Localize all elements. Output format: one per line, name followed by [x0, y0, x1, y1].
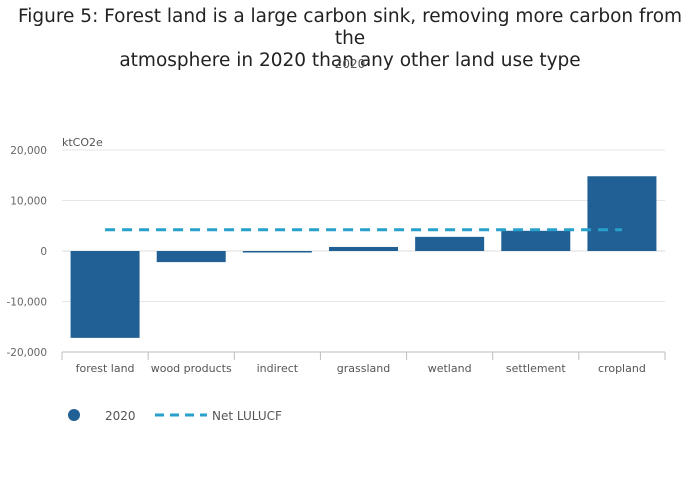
chart-title-line-1: Figure 5: Forest land is a large carbon …: [17, 6, 683, 49]
chart-subtitle: 2020: [334, 57, 366, 71]
y-tick-label: 10,000: [10, 196, 47, 208]
legend-2020-marker: [68, 409, 80, 421]
legend: 2020 Net LULUCF: [68, 409, 282, 423]
x-tick-label: forest land: [76, 362, 135, 375]
legend-2020-label: 2020: [105, 409, 136, 423]
y-tick-label: -10,000: [6, 297, 47, 309]
y-axis-label: ktCO2e: [62, 136, 103, 149]
legend-net-lulucf-label: Net LULUCF: [212, 409, 282, 423]
chart-title: Figure 5: Forest land is a large carbon …: [0, 6, 700, 72]
x-tick-label: settlement: [506, 362, 566, 375]
x-tick-label: indirect: [257, 362, 299, 375]
chart-title-line-2: atmosphere in 2020 than any other land u…: [119, 50, 581, 71]
x-tick-label: wetland: [428, 362, 472, 375]
bar-wetland[interactable]: [415, 236, 485, 251]
x-tick-label: grassland: [337, 362, 390, 375]
bar-cropland[interactable]: [587, 176, 657, 251]
bar-forest-land[interactable]: [70, 251, 140, 338]
y-tick-label: 0: [40, 246, 47, 258]
y-tick-label: -20,000: [6, 347, 47, 359]
x-tick-label: cropland: [598, 362, 646, 375]
x-axis: forest land wood products indirect grasslan…: [61, 351, 666, 375]
bar-settlement[interactable]: [501, 230, 571, 251]
bar-indirect[interactable]: [242, 251, 312, 253]
bar-wood-products[interactable]: [156, 251, 226, 263]
x-tick-label: wood products: [151, 362, 232, 375]
y-tick-label: 20,000: [10, 145, 47, 157]
bar-grassland[interactable]: [329, 246, 398, 251]
y-axis-ticks: 20,000 10,000 0 -10,000 -20,000: [6, 145, 47, 359]
bars: [70, 176, 657, 338]
gridlines: [62, 149, 665, 302]
